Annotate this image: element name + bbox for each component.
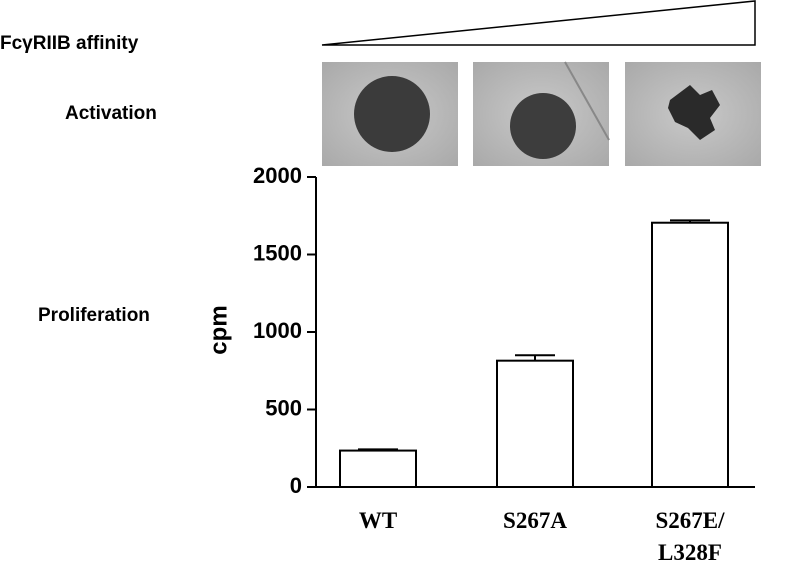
row-label: Proliferation (38, 305, 150, 326)
row-label: Activation (65, 103, 157, 124)
y-tick-label: 2000 (253, 163, 302, 188)
micrograph (625, 62, 761, 166)
affinity-wedge (321, 0, 756, 46)
bar (651, 221, 729, 488)
x-tick-label: WT (358, 508, 398, 533)
micrograph (322, 62, 458, 166)
x-tick-label: S267E/ L328F (655, 508, 725, 565)
bar (496, 359, 574, 488)
x-tick-label: S267A (503, 508, 567, 533)
y-tick-label: 1500 (253, 240, 302, 265)
row-label: FcγRIIB affinity (0, 33, 139, 54)
y-tick-label: 0 (290, 473, 302, 498)
y-tick-label: 500 (265, 395, 302, 420)
y-axis-label: cpm (205, 305, 232, 354)
bar (339, 449, 417, 489)
y-tick-label: 1000 (253, 318, 302, 343)
micrograph (473, 61, 610, 166)
